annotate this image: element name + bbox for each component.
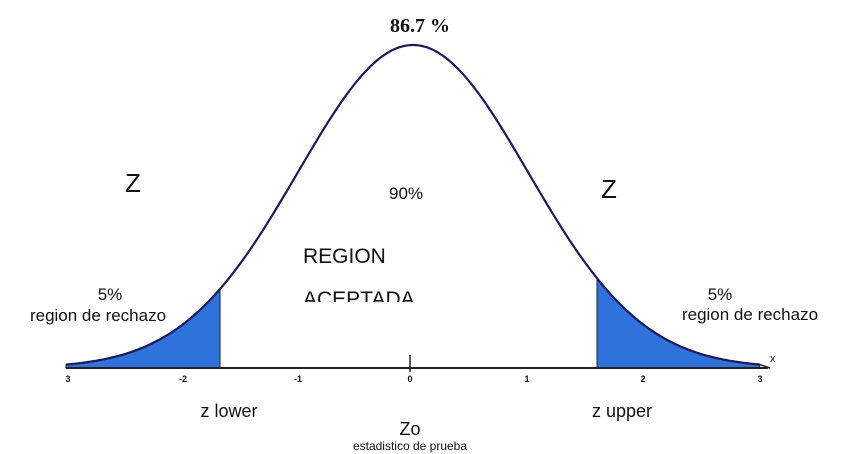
left-tail-percent: 5%	[98, 285, 123, 304]
tick-label: -2	[179, 374, 187, 384]
tick-label: 2	[640, 374, 645, 384]
right-tail-percent: 5%	[708, 285, 733, 304]
tick-label: 3	[757, 374, 762, 384]
left-marker: Z	[125, 168, 141, 198]
tick-label: 3	[65, 374, 70, 384]
right-tail-label: region de rechazo	[682, 305, 818, 324]
region-text: REGION	[303, 245, 386, 268]
tick-label: 0	[407, 374, 412, 384]
region-text: ACEPTADA	[303, 288, 415, 311]
normal-curve	[65, 43, 761, 366]
z-lower: z lower	[200, 401, 257, 421]
right-marker: Z	[601, 174, 617, 204]
peak-label: 86.7 %	[390, 15, 450, 37]
tick-label: 1	[524, 374, 529, 384]
center-label: 90%	[389, 184, 423, 203]
z0: Zo	[399, 419, 420, 439]
z-upper: z upper	[592, 401, 652, 421]
axis-label: x	[770, 353, 776, 365]
left-rejection-area	[65, 287, 221, 369]
tick-label: -1	[294, 374, 302, 384]
axis-arrow	[757, 363, 771, 369]
left-tail-label: region de rechazo	[30, 306, 166, 325]
z0-caption: estadistico de prueba	[353, 439, 467, 453]
